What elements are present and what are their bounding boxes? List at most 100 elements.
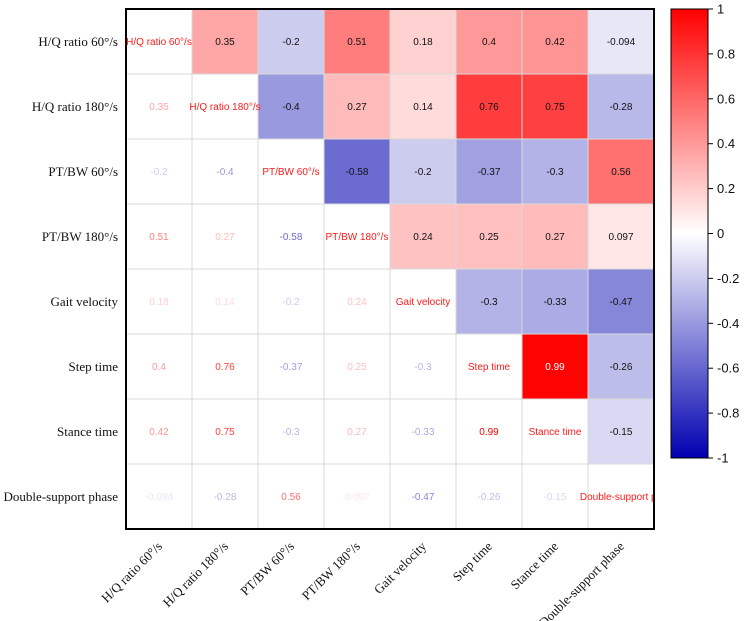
cell-value: -0.2 [150,167,168,178]
cell-value: 0.4 [482,37,496,48]
cell-value: 0.097 [344,492,369,503]
heatmap-cell [588,204,655,270]
column-label: Step time [450,538,496,584]
heatmap-cell [324,139,391,205]
heatmap-cell [588,269,655,335]
colorbar-tick-label: 0.4 [717,136,735,151]
colorbar-tick-label: -0.6 [717,361,739,376]
heatmap-cell [324,269,391,335]
cell-value: -0.26 [478,492,501,503]
heatmap-cell [324,9,391,75]
heatmap-cell [192,139,259,205]
heatmap-cell [192,204,259,270]
colorbar-ticks: 1 0.8 0.6 0.4 0.2 0 -0.2 -0.4 -0.6 -0.8 -1 [708,2,739,466]
heatmap-cell [324,74,391,140]
cell-value: 0.76 [215,362,235,373]
colorbar-tick-label: -0.4 [717,316,739,331]
heatmap-cell [324,204,391,270]
colorbar [670,8,709,459]
heatmap-frame [125,8,655,530]
cell-value: -0.47 [610,297,633,308]
heatmap-cell [324,334,391,400]
column-label: PT/BW 180°/s [299,539,363,603]
heatmap-cell [390,9,457,75]
column-labels: H/Q ratio 60°/sH/Q ratio 180°/s PT/BW 60°… [98,538,627,621]
cell-value: 0.56 [611,167,631,178]
heatmap-cell [588,74,655,140]
cell-value: -0.4 [216,167,234,178]
heatmap-cell [390,464,457,530]
cell-value: 0.14 [413,102,433,113]
cell-value: 0.51 [347,37,367,48]
colorbar-tick-label: 0.6 [717,91,735,106]
row-label: PT/BW 180°/s [42,229,118,244]
heatmap-cell [192,464,259,530]
heatmap-cell [588,399,655,465]
colorbar-tick-label: -0.2 [717,271,739,286]
cell-value: -0.3 [546,167,564,178]
cell-value: -0.47 [412,492,435,503]
heatmap-cell [126,399,193,465]
heatmap-cell [258,334,325,400]
colorbar-tick-label: 0 [717,226,724,241]
cell-value: 0.27 [545,232,565,243]
cell-value: -0.2 [414,167,432,178]
heatmap-cell [456,269,523,335]
heatmap-cell [192,269,259,335]
heatmap-cell [390,204,457,270]
cell-value: -0.28 [214,492,237,503]
heatmap-cell [588,334,655,400]
heatmap-cell [522,334,589,400]
cell-value: 0.097 [608,232,633,243]
heatmap-cell [456,399,523,465]
cell-value: 0.18 [149,297,169,308]
heatmap-cell [390,74,457,140]
cell-value: -0.33 [412,427,435,438]
heatmap-cell [258,464,325,530]
cell-value: -0.3 [282,427,300,438]
cell-value: 0.35 [149,102,169,113]
diagonal-label: H/Q ratio 180°/s [189,102,260,113]
heatmap-cell [390,399,457,465]
cell-value: -0.15 [610,427,633,438]
heatmap-cell [522,399,589,465]
row-label: Step time [69,359,119,374]
cell-value: 0.18 [413,37,433,48]
cell-value: -0.2 [282,297,300,308]
heatmap-cell [324,399,391,465]
cell-value: 0.24 [413,232,433,243]
cell-value: 0.27 [215,232,235,243]
heatmap-cell [126,269,193,335]
cell-value: 0.99 [545,362,565,373]
cell-value: -0.33 [544,297,567,308]
cell-value: -0.37 [478,167,501,178]
cell-value: 0.24 [347,297,367,308]
heatmap-cell [522,74,589,140]
row-label: Gait velocity [50,294,118,309]
diagonal-label: H/Q ratio 60°/s [126,37,192,48]
column-label: H/Q ratio 180°/s [160,539,231,610]
heatmap-cell [258,269,325,335]
heatmap-cell [456,334,523,400]
cell-value: -0.3 [480,297,498,308]
cell-value: 0.75 [215,427,235,438]
heatmap-cell [258,139,325,205]
cell-value: 0.51 [149,232,169,243]
cell-value: 0.27 [347,102,367,113]
row-label: Stance time [57,424,118,439]
cell-value: 0.27 [347,427,367,438]
cell-value: 0.35 [215,37,235,48]
heatmap-cell [126,464,193,530]
row-label: PT/BW 60°/s [48,164,118,179]
heatmap-cell [126,334,193,400]
heatmap-cell [522,269,589,335]
heatmap-cell [192,74,259,140]
cell-value: -0.15 [544,492,567,503]
heatmap-cell [324,464,391,530]
colorbar-tick-label: -1 [717,451,729,466]
heatmap-cell [522,9,589,75]
heatmap-cell [456,139,523,205]
heatmap-cell [588,139,655,205]
diagonal-label: Step time [468,362,511,373]
cell-value: -0.2 [282,37,300,48]
